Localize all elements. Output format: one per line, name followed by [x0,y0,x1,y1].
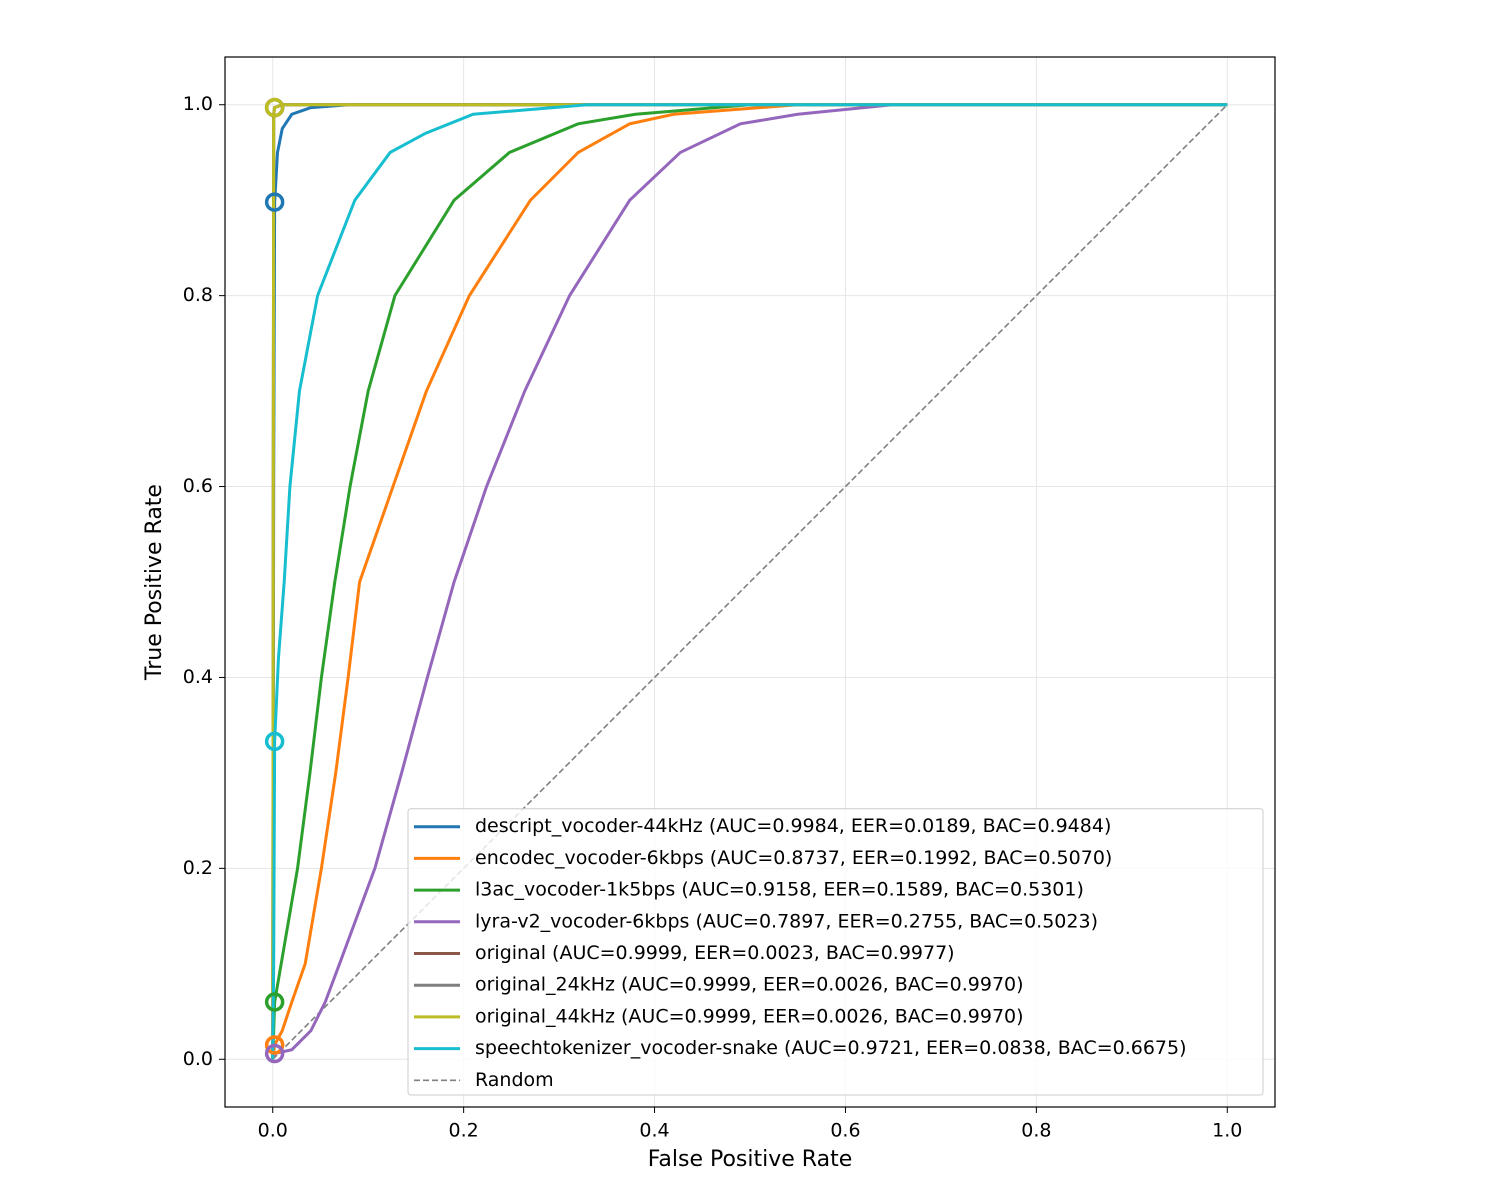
operating-point [264,1043,285,1064]
x-tick-label: 1.0 [1212,1120,1242,1142]
legend-label: speechtokenizer_vocoder-snake (AUC=0.972… [475,1037,1187,1059]
y-tick-label: 0.6 [183,475,213,497]
legend-label: l3ac_vocoder-1k5bps (AUC=0.9158, EER=0.1… [475,879,1084,901]
legend-box [407,808,1264,1096]
operating-point [264,192,285,212]
x-tick-label: 0.0 [258,1120,288,1142]
operating-point [264,731,285,752]
x-tick-label: 0.8 [1021,1120,1051,1142]
legend-label: encodec_vocoder-6kbps (AUC=0.8737, EER=0… [475,847,1112,869]
legend-label: original (AUC=0.9999, EER=0.0023, BAC=0.… [475,942,955,964]
y-tick-label: 0.4 [183,666,213,688]
y-axis-label: True Positive Rate [142,484,167,681]
x-axis-label: False Positive Rate [648,1147,852,1172]
x-tick-label: 0.6 [830,1120,860,1142]
roc-curve [271,103,1228,1060]
legend-label: lyra-v2_vocoder-6kbps (AUC=0.7897, EER=0… [475,910,1098,932]
operating-point [264,1035,285,1055]
roc-curve [271,103,1228,1060]
legend: descript_vocoder-44kHz (AUC=0.9984, EER=… [407,808,1264,1096]
x-tick-label: 0.4 [639,1120,669,1142]
y-tick-label: 0.0 [183,1048,213,1070]
operating-point [264,992,285,1012]
plot-frame [224,56,1276,1108]
legend-label: Random [475,1069,554,1091]
roc-curve [271,103,1228,1060]
legend-label: original_44kHz (AUC=0.9999, EER=0.0026, … [475,1005,1024,1027]
roc-curve [271,103,1228,1060]
operating-point [264,97,285,118]
legend-label: descript_vocoder-44kHz (AUC=0.9984, EER=… [475,815,1111,837]
x-tick-label: 0.2 [449,1120,479,1142]
y-tick-label: 1.0 [183,93,213,115]
legend-label: original_24kHz (AUC=0.9999, EER=0.0026, … [475,974,1024,996]
y-tick-label: 0.2 [183,857,213,879]
y-tick-label: 0.8 [183,284,213,306]
